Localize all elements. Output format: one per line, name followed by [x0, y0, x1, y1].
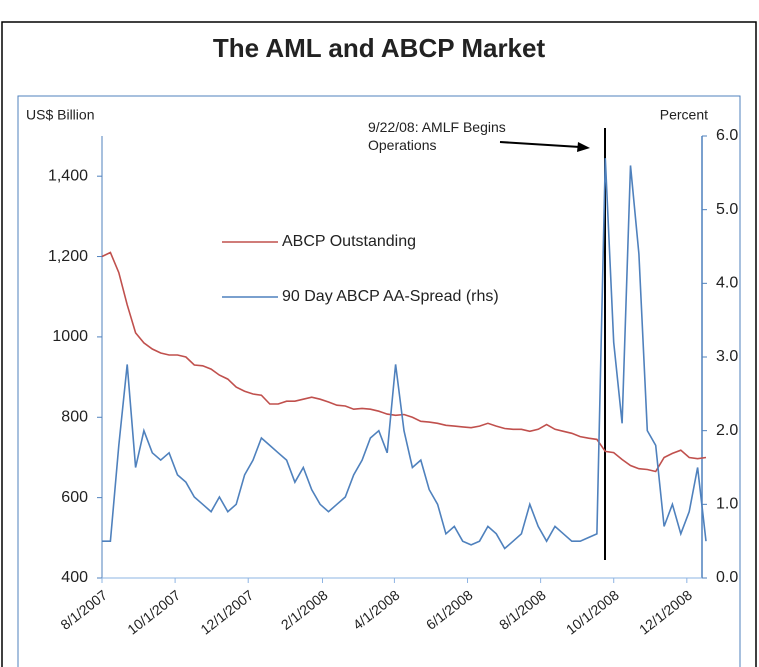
x-tick-label: 8/1/2008: [496, 587, 549, 633]
y2-tick-label: 5.0: [716, 201, 738, 218]
y-tick-label: 400: [61, 569, 88, 586]
y-tick-label: 1,400: [48, 167, 88, 184]
legend-label: 90 Day ABCP AA-Spread (rhs): [282, 288, 499, 305]
x-tick-label: 12/1/2008: [636, 587, 695, 638]
legend-label: ABCP Outstanding: [282, 233, 416, 250]
annotation: 9/22/08: AMLF Begins Operations: [368, 119, 506, 153]
x-tick-label: 2/1/2008: [278, 587, 331, 633]
y2-tick-label: 4.0: [716, 275, 738, 292]
x-tick-label: 10/1/2007: [124, 587, 183, 638]
y-tick-label: 800: [61, 408, 88, 425]
y2-tick-label: 6.0: [716, 127, 738, 144]
y2-tick-label: 2.0: [716, 422, 738, 439]
y2-tick-label: 0.0: [716, 569, 738, 586]
plot-frame: [17, 95, 741, 667]
x-tick-label: 12/1/2007: [197, 587, 256, 638]
y2-tick-label: 1.0: [716, 496, 738, 513]
y2-axis-label: Percent: [660, 107, 708, 123]
series-line: [102, 158, 707, 550]
x-tick-label: 4/1/2008: [350, 587, 403, 633]
y-tick-label: 1,200: [48, 248, 88, 265]
y-tick-label: 1000: [52, 328, 88, 345]
y-tick-label: 600: [61, 489, 88, 506]
chart-title: The AML and ABCP Market: [213, 33, 546, 63]
x-tick-label: 6/1/2008: [423, 587, 476, 633]
y-axis-label: US$ Billion: [26, 107, 94, 123]
outer-frame: [1, 21, 757, 667]
arrow-shaft: [499, 141, 581, 148]
series-line: [101, 251, 707, 473]
y2-tick-label: 3.0: [716, 348, 738, 365]
arrow-head: [577, 142, 590, 152]
x-tick-label: 10/1/2008: [563, 587, 622, 638]
x-tick-label: 8/1/2007: [57, 587, 110, 633]
